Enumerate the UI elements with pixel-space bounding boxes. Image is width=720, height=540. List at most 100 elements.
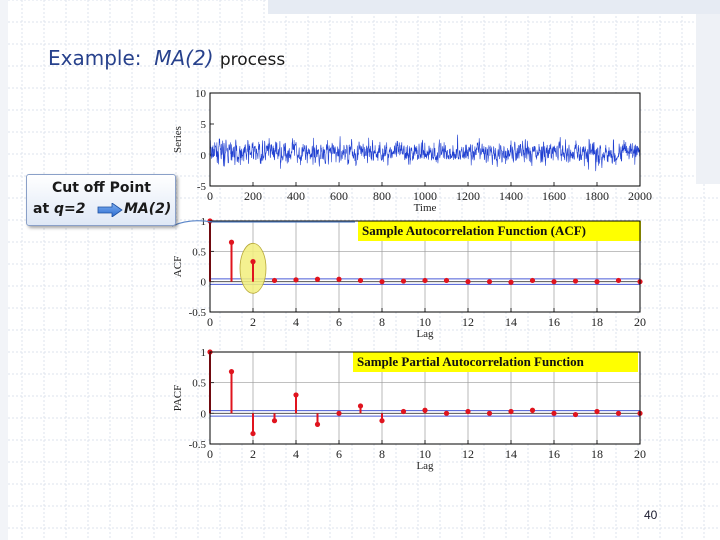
x-tick-label: 18 bbox=[591, 315, 603, 329]
stem-marker-lag-1 bbox=[228, 239, 235, 245]
callout-model: MA(2) bbox=[124, 201, 172, 217]
x-tick-label: 6 bbox=[336, 315, 342, 329]
stem-marker-lag-1 bbox=[228, 369, 235, 375]
chart-2: 0 2 4 6 8 10 12 14 16 18 20-0.500.51LagPACFSample … bbox=[172, 347, 646, 472]
stem-marker-lag-7 bbox=[357, 277, 364, 284]
x-tick-label: 20 bbox=[634, 315, 646, 329]
x-tick-label: 20 bbox=[634, 447, 646, 461]
stem-marker-lag-10 bbox=[422, 407, 428, 413]
right-arrow-icon bbox=[97, 203, 123, 217]
slide-title: Example: MA(2) process bbox=[48, 46, 285, 70]
x-axis-label: Lag bbox=[416, 460, 434, 472]
x-tick-label: 2 bbox=[250, 315, 256, 329]
callout-pointer bbox=[171, 220, 355, 227]
stem-marker-lag-17 bbox=[572, 278, 579, 284]
stem-marker-lag-15 bbox=[529, 277, 536, 284]
stem-marker-lag-13 bbox=[486, 410, 493, 416]
x-tick-label: 2000 bbox=[628, 189, 652, 203]
y-tick-label: -0.5 bbox=[189, 307, 207, 319]
x-tick-label: 1800 bbox=[585, 189, 609, 203]
x-tick-label: 400 bbox=[287, 189, 305, 203]
stem-marker-lag-12 bbox=[465, 408, 471, 415]
stem-marker-lag-11 bbox=[443, 410, 450, 416]
page-number: 40 bbox=[644, 508, 658, 522]
chart-title-bg bbox=[358, 221, 641, 241]
y-tick-label: -0.5 bbox=[189, 439, 207, 451]
y-tick-label: 0.5 bbox=[192, 246, 206, 258]
plot-frame bbox=[209, 351, 641, 445]
stem-marker-lag-13 bbox=[486, 279, 493, 285]
chart-title: Sample Autocorrelation Function (ACF) bbox=[362, 223, 586, 238]
y-tick-label: 10 bbox=[195, 88, 207, 100]
x-tick-label: 1000 bbox=[413, 189, 437, 203]
x-tick-label: 4 bbox=[293, 447, 299, 461]
x-tick-label: 200 bbox=[244, 189, 262, 203]
x-tick-label: 600 bbox=[330, 189, 348, 203]
chart-title-bg bbox=[353, 352, 638, 372]
callout-line1: Cut off Point bbox=[52, 180, 151, 196]
y-tick-label: 5 bbox=[201, 119, 207, 131]
stem-marker-lag-8 bbox=[379, 418, 385, 424]
stem-marker-lag-16 bbox=[551, 279, 557, 285]
x-tick-label: 1200 bbox=[456, 189, 480, 203]
y-tick-label: -5 bbox=[197, 181, 207, 193]
y-tick-label: 1 bbox=[201, 347, 207, 359]
stem-marker-lag-5 bbox=[314, 276, 321, 282]
cutoff-callout: Cut off Point at q=2 MA(2) bbox=[26, 174, 176, 226]
stem-marker-lag-2 bbox=[250, 430, 256, 437]
y-tick-label: 0 bbox=[201, 408, 207, 420]
x-tick-label: 0 bbox=[207, 315, 213, 329]
x-tick-label: 14 bbox=[505, 315, 517, 329]
x-tick-label: 12 bbox=[462, 315, 474, 329]
x-axis-label: Lag bbox=[416, 328, 434, 340]
x-tick-label: 2 bbox=[250, 447, 256, 461]
y-tick-label: 0 bbox=[201, 277, 207, 289]
stem-marker-lag-4 bbox=[293, 277, 299, 283]
stem-marker-lag-4 bbox=[293, 392, 299, 398]
stem-marker-lag-6 bbox=[336, 410, 342, 416]
series-line bbox=[209, 134, 641, 172]
chart-0: 0 200 400 600 800 1000 1200 1400 1600 1800 2000-50… bbox=[172, 88, 652, 214]
x-tick-label: 18 bbox=[591, 447, 603, 461]
stem-marker-lag-9 bbox=[400, 408, 407, 415]
x-tick-label: 14 bbox=[505, 447, 517, 461]
x-tick-label: 6 bbox=[336, 447, 342, 461]
callout-q: q=2 bbox=[54, 201, 86, 217]
x-tick-label: 800 bbox=[373, 189, 391, 203]
stem-marker-lag-19 bbox=[615, 277, 622, 284]
x-tick-label: 16 bbox=[548, 315, 560, 329]
title-prefix: Example: bbox=[48, 46, 142, 70]
x-tick-label: 0 bbox=[207, 447, 213, 461]
x-tick-label: 10 bbox=[419, 315, 431, 329]
x-tick-label: 8 bbox=[379, 315, 385, 329]
stem-marker-lag-18 bbox=[594, 408, 600, 415]
plot-area bbox=[210, 93, 640, 186]
x-axis-label: Time bbox=[414, 202, 437, 214]
stem-marker-lag-5 bbox=[314, 421, 321, 427]
y-axis-label: Series bbox=[172, 126, 184, 153]
y-tick-label: 0.5 bbox=[192, 378, 206, 390]
x-tick-label: 10 bbox=[419, 447, 431, 461]
y-axis-label: ACF bbox=[172, 256, 184, 277]
stem-marker-lag-12 bbox=[465, 279, 471, 285]
chart-title: Sample Partial Autocorrelation Function bbox=[357, 354, 585, 369]
stem-marker-lag-11 bbox=[443, 277, 450, 284]
x-tick-label: 1400 bbox=[499, 189, 523, 203]
callout-line2: at q=2 bbox=[33, 201, 86, 217]
stem-marker-lag-17 bbox=[572, 411, 579, 418]
callout-at: at bbox=[33, 201, 50, 217]
stem-marker-lag-3 bbox=[271, 277, 278, 284]
stem-marker-lag-3 bbox=[271, 418, 278, 424]
stem-marker-lag-16 bbox=[551, 410, 557, 416]
stem-marker-lag-19 bbox=[615, 410, 622, 416]
y-tick-label: 1 bbox=[201, 216, 207, 228]
stem-marker-lag-7 bbox=[357, 403, 364, 409]
stem-marker-lag-10 bbox=[422, 277, 428, 284]
plot-frame bbox=[209, 220, 641, 313]
stem-marker-lag-14 bbox=[508, 279, 514, 285]
stem-marker-lag-15 bbox=[529, 407, 536, 413]
stem-marker-lag-9 bbox=[400, 278, 407, 284]
x-tick-label: 1600 bbox=[542, 189, 566, 203]
